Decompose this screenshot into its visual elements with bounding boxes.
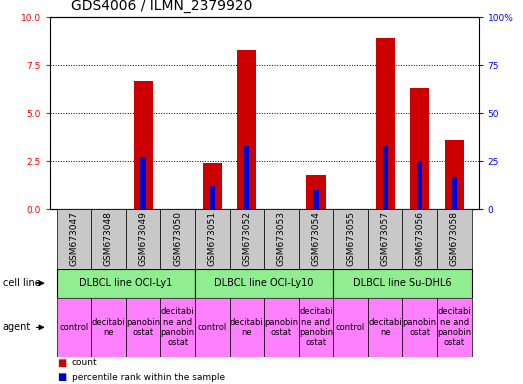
- Bar: [195, 269, 333, 298]
- Text: DLBCL line Su-DHL6: DLBCL line Su-DHL6: [353, 278, 452, 288]
- Bar: [333, 269, 472, 298]
- Text: count: count: [72, 358, 97, 367]
- Bar: [161, 298, 195, 357]
- Text: GSM673047: GSM673047: [70, 211, 78, 266]
- Text: ■: ■: [58, 358, 67, 368]
- Text: decitabi
ne: decitabi ne: [230, 318, 264, 337]
- Bar: [161, 209, 195, 269]
- Text: panobin
ostat: panobin ostat: [403, 318, 437, 337]
- Text: GSM673052: GSM673052: [242, 211, 252, 266]
- Bar: [126, 209, 161, 269]
- Bar: [410, 88, 429, 209]
- Text: decitabi
ne and
panobin
ostat: decitabi ne and panobin ostat: [437, 307, 471, 348]
- Bar: [141, 157, 146, 209]
- Text: DLBCL line OCI-Ly10: DLBCL line OCI-Ly10: [214, 278, 314, 288]
- Bar: [230, 298, 264, 357]
- Text: GSM673050: GSM673050: [173, 211, 182, 266]
- Bar: [299, 298, 333, 357]
- Text: control: control: [198, 323, 227, 332]
- Bar: [333, 298, 368, 357]
- Bar: [133, 81, 153, 209]
- Text: ■: ■: [58, 372, 67, 382]
- Text: GSM673048: GSM673048: [104, 211, 113, 266]
- Bar: [376, 38, 395, 209]
- Bar: [437, 298, 472, 357]
- Bar: [264, 209, 299, 269]
- Text: control: control: [59, 323, 88, 332]
- Bar: [333, 209, 368, 269]
- Bar: [210, 186, 215, 209]
- Bar: [126, 298, 161, 357]
- Bar: [368, 209, 403, 269]
- Text: GSM673057: GSM673057: [381, 211, 390, 266]
- Text: GSM673054: GSM673054: [312, 211, 321, 266]
- Bar: [203, 163, 222, 209]
- Bar: [91, 209, 126, 269]
- Bar: [368, 298, 403, 357]
- Text: panobin
ostat: panobin ostat: [126, 318, 160, 337]
- Bar: [437, 209, 472, 269]
- Text: DLBCL line OCI-Ly1: DLBCL line OCI-Ly1: [79, 278, 173, 288]
- Bar: [313, 190, 319, 209]
- Bar: [230, 209, 264, 269]
- Text: decitabi
ne: decitabi ne: [92, 318, 126, 337]
- Bar: [306, 175, 325, 209]
- Text: panobin
ostat: panobin ostat: [264, 318, 299, 337]
- Bar: [299, 209, 333, 269]
- Text: GSM673058: GSM673058: [450, 211, 459, 266]
- Bar: [452, 177, 457, 209]
- Text: GSM673056: GSM673056: [415, 211, 424, 266]
- Text: control: control: [336, 323, 365, 332]
- Text: decitabi
ne: decitabi ne: [368, 318, 402, 337]
- Bar: [195, 298, 230, 357]
- Text: GDS4006 / ILMN_2379920: GDS4006 / ILMN_2379920: [71, 0, 253, 13]
- Text: cell line: cell line: [3, 278, 40, 288]
- Bar: [237, 50, 256, 209]
- Text: GSM673051: GSM673051: [208, 211, 217, 266]
- Text: GSM673055: GSM673055: [346, 211, 355, 266]
- Bar: [56, 209, 91, 269]
- Bar: [417, 161, 423, 209]
- Text: GSM673049: GSM673049: [139, 211, 147, 266]
- Bar: [195, 209, 230, 269]
- Bar: [91, 298, 126, 357]
- Bar: [445, 140, 464, 209]
- Bar: [403, 298, 437, 357]
- Bar: [56, 298, 91, 357]
- Bar: [264, 298, 299, 357]
- Text: GSM673053: GSM673053: [277, 211, 286, 266]
- Bar: [244, 146, 249, 209]
- Bar: [56, 269, 195, 298]
- Text: decitabi
ne and
panobin
ostat: decitabi ne and panobin ostat: [299, 307, 333, 348]
- Text: decitabi
ne and
panobin
ostat: decitabi ne and panobin ostat: [161, 307, 195, 348]
- Bar: [403, 209, 437, 269]
- Text: percentile rank within the sample: percentile rank within the sample: [72, 372, 225, 382]
- Text: agent: agent: [3, 322, 31, 333]
- Bar: [382, 146, 388, 209]
